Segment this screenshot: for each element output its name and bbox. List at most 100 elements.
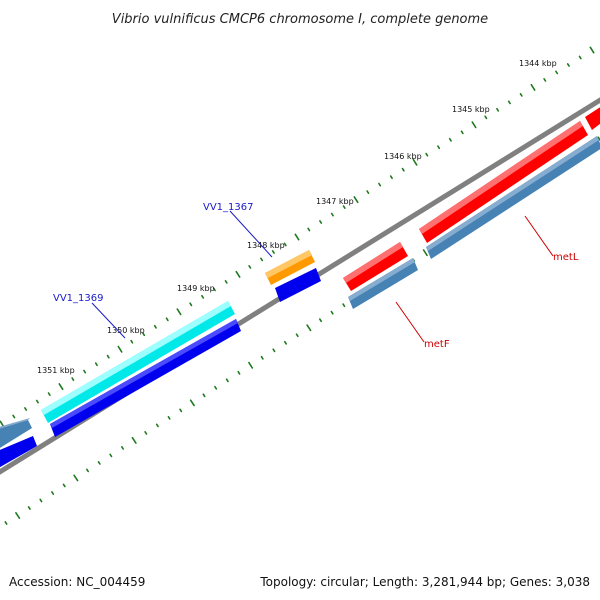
cds-metl-highlight (426, 136, 599, 251)
gene-label-vv1-1369: VV1_1369 (53, 293, 104, 304)
inner-tick (131, 436, 137, 444)
tick-label-1348: 1348 kbp (247, 241, 285, 250)
tick-label-1347: 1347 kbp (316, 197, 354, 206)
outer-tick (260, 257, 264, 262)
outer-tick (24, 407, 28, 411)
inner-tick (342, 303, 346, 308)
gene-vv1-1369-highlight (41, 301, 231, 415)
outer-tick (342, 205, 346, 209)
outer-tick (401, 167, 405, 172)
outer-tick (330, 212, 334, 217)
outer-tick (106, 354, 110, 359)
inner-tick (225, 378, 229, 383)
outer-tick (519, 93, 523, 97)
cds-left-blue (0, 436, 37, 468)
inner-tick (306, 324, 312, 332)
label-leader-metf (395, 301, 425, 343)
cds-vv1-1367 (275, 268, 321, 302)
inner-tick (109, 453, 113, 458)
inner-tick (167, 415, 171, 420)
inner-tick (39, 498, 43, 503)
outer-tick (142, 332, 146, 337)
outer-tick (555, 70, 559, 75)
outer-tick (425, 152, 429, 157)
outer-tick (530, 83, 536, 91)
outer-tick (366, 190, 370, 194)
cds-vv1-1369-highlight (50, 319, 238, 428)
inner-tick (330, 310, 334, 315)
label-leader-vv1-1367 (229, 210, 273, 258)
outer-tick (201, 294, 205, 299)
outer-tick (117, 345, 123, 353)
inner-tick (597, 136, 600, 142)
outer-tick (130, 339, 134, 344)
tick-label-1351: 1351 kbp (37, 366, 75, 375)
label-leader-vv1-1369 (91, 302, 126, 339)
outer-tick (35, 399, 39, 404)
genome-stats-text: Topology: circular; Length: 3,281,944 bp… (259, 575, 590, 589)
gene-vv1-1367-highlight (265, 250, 312, 278)
outer-tick (412, 158, 418, 166)
accession-text: Accession: NC_004459 (9, 575, 145, 589)
gene-label-metl: metL (553, 252, 579, 263)
outer-tick (460, 130, 464, 135)
outer-tick (47, 392, 51, 397)
outer-tick (471, 121, 477, 129)
inner-tick (237, 370, 241, 375)
inner-tick (62, 483, 66, 488)
inner-tick (27, 506, 31, 510)
inner-tick (155, 423, 159, 428)
inner-tick (179, 408, 183, 413)
inner-tick (189, 399, 195, 407)
gene-metl (419, 121, 588, 243)
inner-tick (248, 361, 254, 369)
outer-tick (165, 317, 169, 322)
gene-metf (343, 242, 408, 291)
gene-right-partial (585, 107, 600, 130)
outer-tick (176, 308, 182, 316)
tick-labels: 1344 kbp 1345 kbp 1346 kbp 1347 kbp 1348… (37, 59, 557, 375)
inner-tick (144, 430, 148, 435)
outer-tick (389, 175, 393, 180)
inner-tick (15, 511, 21, 520)
outer-tick (12, 414, 16, 419)
tick-label-1344: 1344 kbp (519, 59, 557, 68)
tick-label-1349: 1349 kbp (177, 284, 215, 293)
inner-tick (272, 348, 276, 353)
outer-tick (224, 279, 228, 284)
outer-tick (319, 220, 323, 224)
tick-label-1346: 1346 kbp (384, 152, 422, 161)
inner-tick (202, 393, 206, 398)
inner-tick (121, 445, 124, 450)
tick-label-1350: 1350 kbp (107, 326, 145, 335)
inner-tick (4, 521, 8, 525)
tick-label-1345: 1345 kbp (452, 105, 490, 114)
outer-tick (437, 145, 441, 150)
outer-tick (448, 137, 452, 142)
inner-tick (51, 491, 55, 495)
cds-vv1-1369 (50, 319, 241, 437)
outer-tick (353, 196, 359, 204)
inner-tick (97, 460, 101, 465)
inner-tick (214, 385, 218, 390)
outer-tick (307, 227, 311, 232)
cds-metf-highlight (348, 258, 415, 301)
inner-tick (73, 474, 79, 482)
outer-tick (543, 78, 547, 82)
outer-tick (283, 242, 287, 247)
cds-metf (348, 258, 418, 309)
outer-tick (496, 107, 500, 112)
outer-tick (294, 233, 300, 241)
cds-feature-left-highlight (0, 418, 30, 429)
gene-label-vv1-1367: VV1_1367 (203, 202, 254, 213)
outer-tick (58, 383, 64, 391)
outer-tick (378, 182, 382, 187)
outer-tick (248, 264, 252, 269)
outer-tick (271, 250, 275, 254)
outer-tick (235, 270, 241, 278)
outer-tick (83, 369, 87, 374)
inner-tick (86, 468, 89, 473)
outer-tick (566, 63, 570, 67)
